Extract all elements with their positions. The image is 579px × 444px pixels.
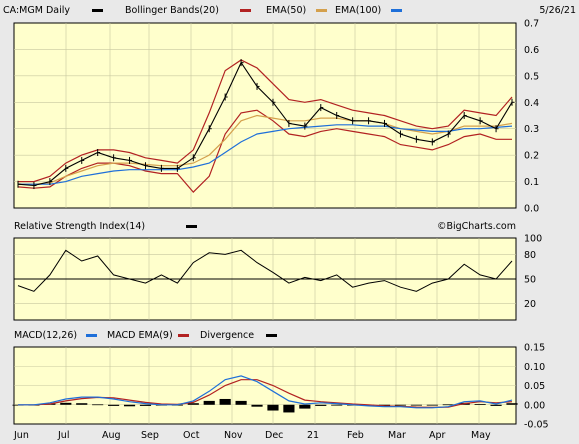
rsi-grid	[14, 238, 516, 320]
macd-y-axis: -0.05 0.00 0.05 0.10 0.15	[524, 343, 549, 431]
y-tick-label: 0.1	[524, 177, 539, 188]
y-tick-label: 0.6	[524, 45, 539, 56]
y-tick-label: 0.7	[524, 19, 539, 30]
divergence-bar	[203, 400, 215, 405]
x-axis: Jun Jul Aug Sep Oct Nov Dec 21 Feb Mar Apr May	[13, 430, 491, 441]
price-line	[17, 61, 513, 187]
x-tick-label: Sep	[141, 430, 159, 441]
rsi-header: Relative Strength Index(14) ©BigCharts.c…	[14, 221, 516, 232]
price-grid	[14, 23, 516, 208]
y-tick-label: 0.0	[524, 204, 539, 215]
symbol-label: CA:MGM Daily	[3, 5, 70, 16]
y-tick-label: -0.05	[524, 420, 549, 431]
macd-header: MACD(12,26) MACD EMA(9) Divergence	[14, 330, 277, 341]
macd-legend-swatch	[86, 334, 97, 337]
legend-ema50-swatch	[316, 9, 327, 12]
divergence-bar	[506, 403, 518, 405]
y-tick-label: 0.3	[524, 124, 539, 135]
y-tick-label: 0.00	[524, 400, 545, 411]
y-tick-label: 0.4	[524, 98, 539, 109]
date-label: 5/26/21	[539, 5, 576, 16]
y-tick-label: 50	[524, 275, 536, 286]
x-tick-label: Mar	[388, 430, 406, 441]
x-tick-label: Dec	[265, 430, 283, 441]
divergence-bar	[139, 404, 152, 406]
y-tick-label: 20	[524, 299, 536, 310]
divergence-bar	[219, 398, 231, 405]
ema100-line	[18, 124, 513, 185]
divergence-bar	[251, 404, 263, 407]
divergence-bar	[315, 404, 327, 406]
divergence-bar	[490, 404, 502, 406]
x-tick-label: Nov	[224, 430, 243, 441]
x-tick-label: Aug	[102, 430, 121, 441]
divergence-bar	[60, 402, 72, 405]
divergence-bar	[123, 404, 136, 407]
rsi-legend-swatch	[186, 225, 197, 228]
ema50-line	[18, 114, 513, 185]
rsi-y-axis: 20 50 80 100	[524, 234, 542, 311]
macd-ema-label: MACD EMA(9)	[107, 330, 173, 341]
divergence-bar	[76, 403, 88, 405]
divergence-bar	[235, 400, 247, 405]
price-series	[17, 59, 515, 193]
x-tick-label: Feb	[347, 430, 364, 441]
x-tick-label: Jul	[57, 430, 69, 441]
divergence-bar	[299, 404, 311, 409]
y-tick-label: 0.15	[524, 343, 545, 354]
divergence-bar	[426, 404, 438, 406]
divergence-bar	[410, 404, 422, 406]
y-tick-label: 0.10	[524, 362, 545, 373]
legend-ema100-label: EMA(100)	[335, 5, 381, 16]
x-tick-label: Oct	[183, 430, 200, 441]
y-tick-label: 100	[524, 234, 542, 245]
divergence-bar	[378, 404, 391, 406]
x-tick-label: 21	[307, 430, 319, 441]
x-tick-label: Jun	[13, 430, 29, 441]
legend-bollinger-label: Bollinger Bands(20)	[125, 5, 219, 16]
divergence-legend-swatch	[266, 334, 277, 337]
rsi-label: Relative Strength Index(14)	[14, 221, 145, 232]
divergence-bar	[442, 404, 454, 406]
y-tick-label: 0.05	[524, 381, 545, 392]
price-header: CA:MGM Daily Bollinger Bands(20) EMA(50)…	[3, 5, 576, 16]
divergence-label: Divergence	[200, 330, 254, 341]
x-tick-label: Apr	[429, 430, 446, 441]
legend-ema100-swatch	[391, 9, 402, 12]
divergence-bar	[331, 404, 343, 406]
bollinger-lower-line	[17, 109, 512, 193]
y-tick-label: 0.2	[524, 151, 539, 162]
watermark: ©BigCharts.com	[437, 221, 516, 232]
rsi-line	[17, 249, 513, 292]
divergence-bar	[394, 404, 407, 406]
divergence-bar	[474, 403, 486, 405]
y-tick-label: 80	[524, 250, 536, 261]
legend-ema50-label: EMA(50)	[266, 5, 306, 16]
macd-label: MACD(12,26)	[14, 330, 77, 341]
divergence-bar	[267, 404, 279, 411]
macd-series	[12, 375, 518, 413]
price-y-axis: 0.0 0.1 0.2 0.3 0.4 0.5 0.6 0.7	[524, 19, 539, 215]
divergence-bar	[283, 404, 295, 413]
rsi-series	[17, 249, 513, 292]
bollinger-upper-line	[18, 59, 513, 183]
macd-line	[18, 375, 513, 409]
y-tick-label: 0.5	[524, 71, 539, 82]
divergence-bar	[187, 403, 199, 405]
legend-bollinger-swatch	[240, 9, 251, 12]
divergence-bar	[108, 404, 120, 406]
price-legend-swatch	[92, 9, 103, 12]
macd-ema-legend-swatch	[178, 334, 189, 337]
divergence-bar	[92, 404, 104, 406]
x-tick-label: May	[471, 430, 491, 441]
